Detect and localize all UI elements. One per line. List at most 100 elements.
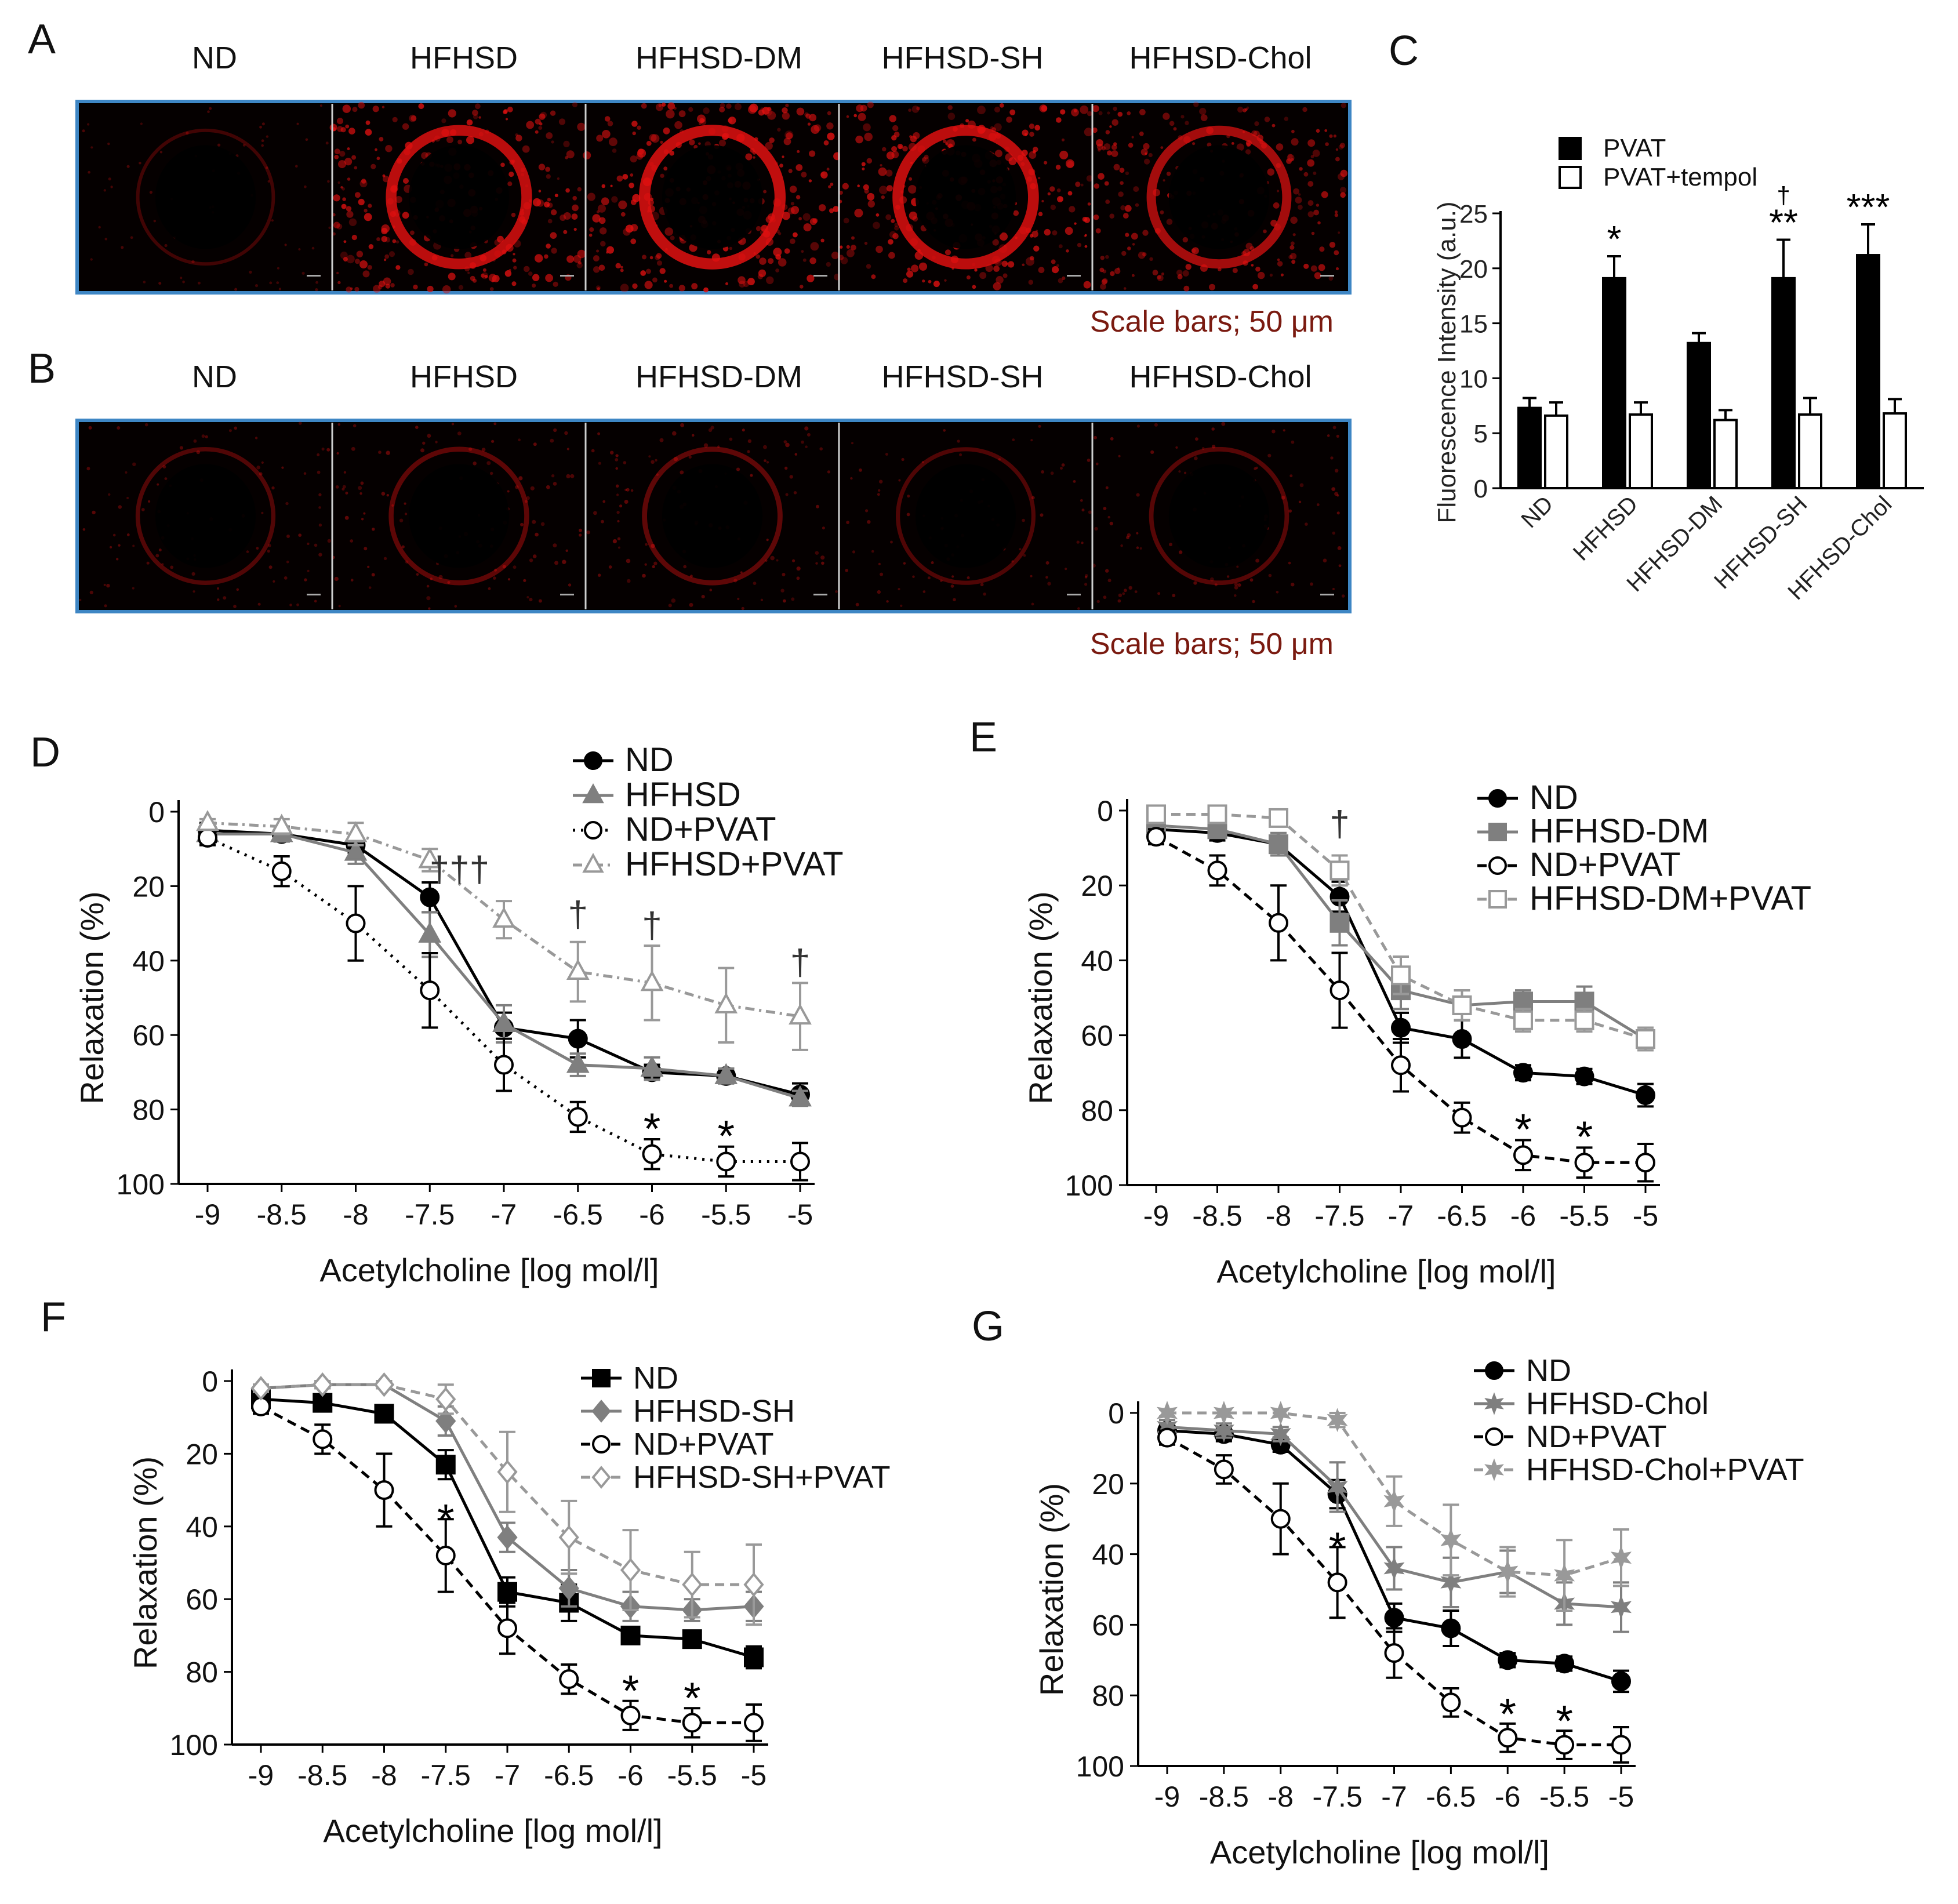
stain-speck: [545, 274, 553, 282]
stain-speck: [354, 192, 361, 198]
stain-speck: [1143, 143, 1150, 150]
stain-speck: [348, 218, 357, 226]
legend-label-hfhsd-chol: HFHSD-Chol: [1526, 1386, 1709, 1421]
stain-speck: [763, 190, 767, 194]
stain-speck: [666, 110, 675, 119]
stain-speck: [807, 274, 815, 282]
stain-speck: [550, 110, 556, 116]
stain-speck: [909, 135, 913, 139]
stain-speck: [1111, 150, 1118, 157]
stain-speck: [148, 500, 151, 503]
stain-speck: [630, 238, 637, 245]
x-tick-label: -6: [1510, 1200, 1536, 1232]
stain-speck: [538, 163, 546, 170]
stain-speck: [1288, 255, 1293, 259]
stain-speck: [126, 533, 130, 536]
stain-speck: [646, 268, 651, 274]
data-point-nd-pvat: [620, 1705, 641, 1725]
stain-speck: [809, 218, 817, 226]
stain-speck: [546, 174, 551, 179]
stain-speck: [1031, 602, 1034, 606]
stain-speck: [532, 554, 537, 558]
stain-speck: [1329, 134, 1333, 138]
stain-speck: [1118, 593, 1123, 597]
stain-speck: [889, 115, 897, 122]
data-point-hfhsd: [566, 1052, 590, 1073]
stain-speck: [544, 254, 548, 259]
stain-speck: [515, 485, 519, 489]
stain-speck: [632, 131, 636, 136]
y-tick-label: 100: [170, 1729, 218, 1761]
stain-speck: [1039, 104, 1048, 112]
stain-speck: [381, 227, 388, 235]
stain-speck: [1334, 492, 1338, 496]
stain-speck: [350, 287, 353, 290]
stain-speck: [572, 204, 579, 212]
stain-speck: [143, 281, 146, 284]
stain-speck: [88, 426, 92, 430]
stain-speck: [1092, 105, 1099, 112]
stain-speck: [776, 559, 779, 562]
legend-label-hfhsd: HFHSD: [625, 776, 741, 813]
stain-speck: [1131, 232, 1138, 240]
x-axis-label: Acetylcholine [log mol/l]: [323, 1812, 662, 1849]
stain-speck: [289, 604, 292, 606]
stain-speck: [615, 467, 618, 470]
stain-speck: [624, 500, 629, 504]
stain-speck: [347, 147, 350, 151]
stain-speck: [246, 550, 249, 553]
data-point-nd-pvat: [1611, 1735, 1631, 1755]
significance-star: **: [1769, 202, 1798, 244]
vessel-lumen: [155, 464, 256, 568]
stain-speck: [201, 434, 205, 438]
stain-speck: [980, 583, 984, 587]
stain-speck: [877, 590, 881, 594]
stain-speck: [1110, 437, 1114, 441]
stain-speck: [364, 209, 368, 213]
stain-speck: [699, 122, 702, 125]
legend-marker-hfhsd-chol: [1484, 1392, 1504, 1415]
stain-speck: [1074, 222, 1077, 225]
micrograph-hfhsd-dm: [583, 102, 841, 293]
bar-pvat-tempol-hfhsd-dm: [1713, 419, 1738, 489]
stain-speck: [566, 150, 575, 159]
stain-speck: [1307, 159, 1315, 167]
stain-speck: [1290, 216, 1298, 224]
stain-speck: [726, 103, 732, 109]
stain-speck: [640, 270, 646, 276]
stain-speck: [819, 204, 826, 212]
stain-speck: [473, 462, 477, 466]
stain-speck: [1081, 542, 1084, 544]
vessel-wall: [1146, 125, 1292, 269]
stain-speck: [1052, 266, 1059, 274]
stain-speck: [1292, 233, 1296, 237]
stain-speck: [364, 213, 372, 221]
stain-speck: [617, 519, 620, 523]
stain-speck: [1066, 249, 1069, 253]
stain-speck: [850, 245, 856, 250]
stain-speck: [801, 250, 804, 253]
stain-speck: [442, 285, 451, 294]
x-tick-label: -8.5: [257, 1198, 307, 1231]
legend-label-hfhsd-dm: HFHSD-DM: [1530, 812, 1709, 850]
stain-speck: [164, 477, 168, 480]
stain-speck: [327, 539, 331, 543]
stain-speck: [924, 154, 929, 159]
stain-speck: [1107, 515, 1110, 519]
micrograph-hfhsd-dm: [586, 423, 838, 610]
stain-speck: [602, 500, 606, 503]
data-point-nd-pvat: [1207, 860, 1227, 881]
stain-speck: [1136, 532, 1139, 535]
stain-speck: [892, 233, 899, 239]
stain-speck: [550, 209, 557, 216]
data-point-hfhsd-chol-pvat: [1610, 1545, 1632, 1570]
scale-bar: [813, 594, 827, 595]
panel-label-a: A: [28, 16, 56, 63]
stain-speck: [526, 596, 529, 599]
vessel-wall: [638, 125, 786, 270]
stain-speck: [678, 110, 686, 118]
stain-speck: [753, 582, 757, 585]
stain-speck: [855, 602, 859, 606]
stain-speck: [259, 125, 262, 129]
stain-speck: [403, 178, 409, 184]
